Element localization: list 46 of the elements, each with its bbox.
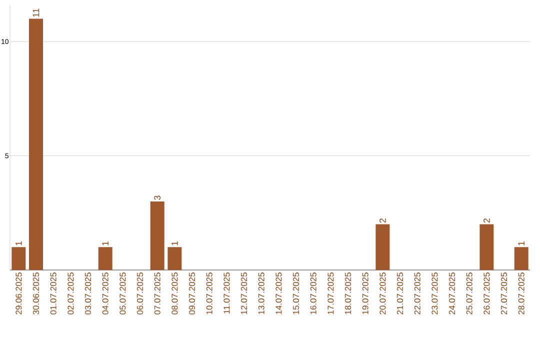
bar: [150, 201, 164, 270]
x-tick-label: 01.07.2025: [50, 272, 56, 314]
x-tick-label: 13.07.2025: [258, 272, 264, 314]
bar: [514, 247, 528, 270]
x-tick-label: 21.07.2025: [397, 272, 404, 314]
data-label: 2: [484, 218, 490, 223]
x-tick-label: 19.07.2025: [362, 272, 368, 314]
x-tick-label: 07.07.2025: [154, 272, 160, 314]
x-tick-label: 11.07.2025: [224, 272, 230, 314]
x-tick-label: 26.07.2025: [484, 272, 490, 314]
x-tick-label: 09.07.2025: [189, 272, 196, 314]
x-tick-label: 17.07.2025: [328, 272, 334, 314]
bar: [12, 247, 26, 270]
data-label: 11: [32, 8, 40, 17]
x-tick-label: 24.07.2025: [449, 272, 456, 314]
x-tick-label: 23.07.2025: [432, 272, 438, 314]
data-label: 2: [380, 218, 386, 223]
x-tick-label: 30.06.2025: [33, 272, 40, 314]
x-tick-label: 06.07.2025: [137, 272, 144, 314]
bar: [480, 224, 494, 270]
x-tick-label: 12.07.2025: [241, 272, 248, 314]
data-label: 3: [154, 196, 161, 200]
x-tick-label: 08.07.2025: [172, 272, 178, 314]
x-tick-label: 14.07.2025: [276, 272, 282, 314]
bar: [376, 224, 390, 270]
x-tick-label: 04.07.2025: [102, 272, 108, 314]
x-tick-label: 03.07.2025: [85, 272, 92, 314]
x-tick-label: 28.07.2025: [518, 272, 524, 314]
x-tick-label: 10.07.2025: [206, 272, 212, 314]
x-tick-label: 22.07.2025: [414, 272, 420, 314]
x-tick-label: 27.07.2025: [501, 272, 508, 314]
x-tick-label: 15.07.2025: [293, 272, 300, 314]
x-tick-label: 25.07.2025: [466, 272, 472, 314]
x-tick-label: 02.07.2025: [68, 272, 74, 314]
x-tick-label: 20.07.2025: [380, 272, 386, 314]
x-tick-label: 05.07.2025: [120, 272, 126, 314]
bar: [29, 18, 43, 270]
data-label: 1: [102, 241, 108, 246]
data-label: 1: [518, 241, 524, 246]
bar: [168, 247, 182, 270]
x-tick-label: 18.07.2025: [345, 272, 352, 314]
data-label: 1: [172, 241, 178, 246]
data-label: 1: [16, 241, 22, 246]
x-tick-label: 29.06.2025: [16, 272, 22, 314]
x-tick-label: 16.07.2025: [310, 272, 316, 314]
bar: [98, 247, 112, 270]
